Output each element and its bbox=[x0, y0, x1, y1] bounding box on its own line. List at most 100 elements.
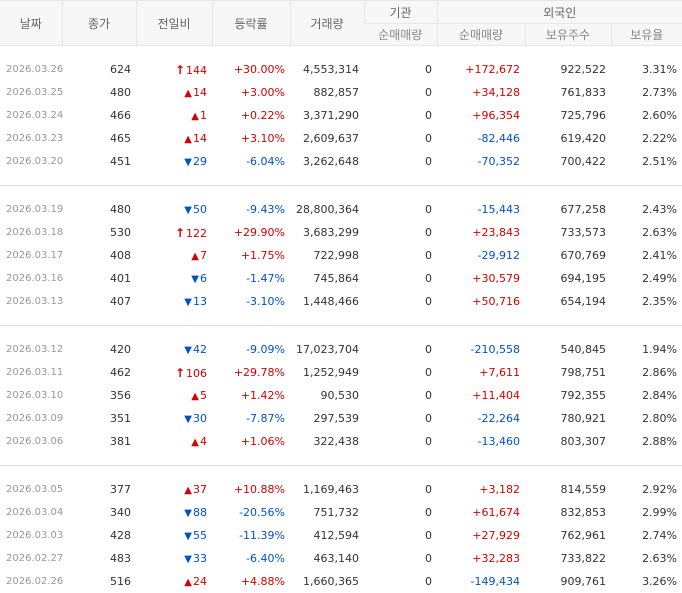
cell-inst-net: 0 bbox=[364, 267, 437, 290]
cell-close: 340 bbox=[62, 501, 136, 524]
cell-foreign-holding: 677,258 bbox=[525, 198, 611, 221]
limit-up-arrow-icon: ↑ bbox=[175, 63, 185, 77]
cell-volume: 1,169,463 bbox=[290, 478, 364, 501]
cell-date: 2026.03.11 bbox=[0, 361, 62, 384]
cell-foreign-ratio: 2.88% bbox=[611, 430, 682, 453]
cell-rate: +0.22% bbox=[212, 104, 290, 127]
cell-date: 2026.03.26 bbox=[0, 58, 62, 81]
cell-foreign-ratio: 2.63% bbox=[611, 221, 682, 244]
change-value: 6 bbox=[200, 272, 207, 285]
cell-rate: -6.04% bbox=[212, 150, 290, 173]
cell-change: ▼29 bbox=[136, 150, 212, 173]
cell-foreign-net: -149,434 bbox=[437, 570, 525, 593]
cell-change: ↑144 bbox=[136, 58, 212, 81]
cell-date: 2026.03.25 bbox=[0, 81, 62, 104]
header-foreign-ratio: 보유율 bbox=[611, 24, 682, 46]
cell-foreign-holding: 814,559 bbox=[525, 478, 611, 501]
change-value: 33 bbox=[193, 552, 207, 565]
cell-foreign-holding: 909,761 bbox=[525, 570, 611, 593]
cell-close: 420 bbox=[62, 338, 136, 361]
limit-up-arrow-icon: ↑ bbox=[175, 366, 185, 380]
cell-rate: -6.40% bbox=[212, 547, 290, 570]
cell-date: 2026.02.27 bbox=[0, 547, 62, 570]
change-value: 106 bbox=[186, 367, 207, 380]
up-triangle-icon: ▲ bbox=[184, 88, 192, 99]
cell-inst-net: 0 bbox=[364, 570, 437, 593]
header-date: 날짜 bbox=[0, 1, 62, 46]
cell-date: 2026.03.18 bbox=[0, 221, 62, 244]
header-foreign-net: 순매매량 bbox=[437, 24, 525, 46]
change-value: 42 bbox=[193, 343, 207, 356]
cell-volume: 3,371,290 bbox=[290, 104, 364, 127]
cell-volume: 297,539 bbox=[290, 407, 364, 430]
cell-inst-net: 0 bbox=[364, 478, 437, 501]
cell-rate: -20.56% bbox=[212, 501, 290, 524]
cell-foreign-net: -29,912 bbox=[437, 244, 525, 267]
cell-close: 624 bbox=[62, 58, 136, 81]
cell-rate: +30.00% bbox=[212, 58, 290, 81]
change-value: 4 bbox=[200, 435, 207, 448]
cell-close: 377 bbox=[62, 478, 136, 501]
cell-foreign-holding: 700,422 bbox=[525, 150, 611, 173]
cell-inst-net: 0 bbox=[364, 58, 437, 81]
cell-foreign-net: +23,843 bbox=[437, 221, 525, 244]
cell-foreign-ratio: 2.84% bbox=[611, 384, 682, 407]
cell-foreign-ratio: 3.26% bbox=[611, 570, 682, 593]
cell-foreign-holding: 733,822 bbox=[525, 547, 611, 570]
cell-foreign-ratio: 2.63% bbox=[611, 547, 682, 570]
cell-rate: +1.42% bbox=[212, 384, 290, 407]
cell-volume: 745,864 bbox=[290, 267, 364, 290]
cell-foreign-ratio: 2.99% bbox=[611, 501, 682, 524]
cell-inst-net: 0 bbox=[364, 430, 437, 453]
header-rate: 등락률 bbox=[212, 1, 290, 46]
cell-volume: 2,609,637 bbox=[290, 127, 364, 150]
cell-date: 2026.03.09 bbox=[0, 407, 62, 430]
up-triangle-icon: ▲ bbox=[184, 485, 192, 496]
cell-foreign-holding: 540,845 bbox=[525, 338, 611, 361]
down-triangle-icon: ▼ bbox=[184, 345, 192, 356]
cell-foreign-ratio: 2.49% bbox=[611, 267, 682, 290]
cell-foreign-net: -15,443 bbox=[437, 198, 525, 221]
cell-change: ▲7 bbox=[136, 244, 212, 267]
cell-foreign-net: -70,352 bbox=[437, 150, 525, 173]
change-value: 14 bbox=[193, 132, 207, 145]
down-triangle-icon: ▼ bbox=[184, 205, 192, 216]
cell-change: ▼42 bbox=[136, 338, 212, 361]
cell-foreign-net: -82,446 bbox=[437, 127, 525, 150]
cell-close: 401 bbox=[62, 267, 136, 290]
group-spacer bbox=[0, 326, 682, 338]
cell-volume: 751,732 bbox=[290, 501, 364, 524]
change-value: 37 bbox=[193, 483, 207, 496]
cell-rate: -11.39% bbox=[212, 524, 290, 547]
header-change: 전일비 bbox=[136, 1, 212, 46]
cell-date: 2026.02.26 bbox=[0, 570, 62, 593]
cell-date: 2026.03.13 bbox=[0, 290, 62, 313]
cell-change: ▲37 bbox=[136, 478, 212, 501]
down-triangle-icon: ▼ bbox=[184, 508, 192, 519]
cell-foreign-net: -22,264 bbox=[437, 407, 525, 430]
cell-foreign-net: -13,460 bbox=[437, 430, 525, 453]
cell-inst-net: 0 bbox=[364, 290, 437, 313]
cell-close: 465 bbox=[62, 127, 136, 150]
cell-volume: 28,800,364 bbox=[290, 198, 364, 221]
cell-close: 381 bbox=[62, 430, 136, 453]
cell-foreign-holding: 733,573 bbox=[525, 221, 611, 244]
cell-foreign-net: +172,672 bbox=[437, 58, 525, 81]
change-value: 88 bbox=[193, 506, 207, 519]
cell-change: ▼50 bbox=[136, 198, 212, 221]
down-triangle-icon: ▼ bbox=[184, 157, 192, 168]
change-value: 55 bbox=[193, 529, 207, 542]
header-foreign: 외국인 bbox=[437, 1, 682, 24]
change-value: 5 bbox=[200, 389, 207, 402]
cell-rate: +1.75% bbox=[212, 244, 290, 267]
cell-date: 2026.03.10 bbox=[0, 384, 62, 407]
cell-foreign-holding: 762,961 bbox=[525, 524, 611, 547]
cell-foreign-ratio: 3.31% bbox=[611, 58, 682, 81]
cell-inst-net: 0 bbox=[364, 501, 437, 524]
cell-date: 2026.03.04 bbox=[0, 501, 62, 524]
cell-change: ▼88 bbox=[136, 501, 212, 524]
cell-change: ▲14 bbox=[136, 127, 212, 150]
cell-foreign-holding: 725,796 bbox=[525, 104, 611, 127]
cell-foreign-holding: 780,921 bbox=[525, 407, 611, 430]
